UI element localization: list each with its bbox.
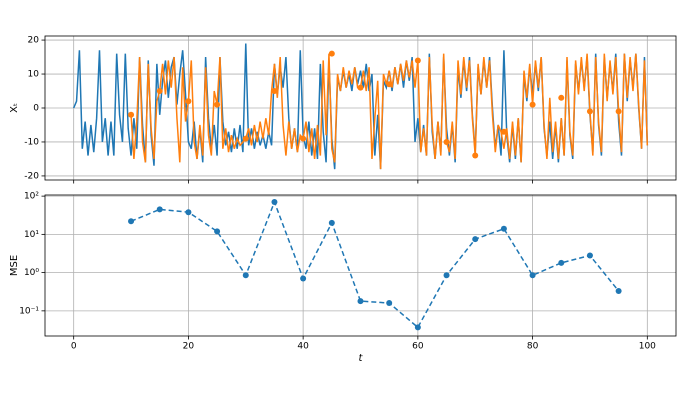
y-tick-label: 10²: [24, 192, 39, 202]
y-tick-label: 10¹: [24, 230, 39, 240]
y-tick-label: 20: [28, 36, 40, 46]
y-axis-label: Xₜ: [9, 103, 20, 113]
y-tick-label: 10⁻¹: [19, 306, 39, 316]
data-point: [156, 88, 163, 95]
data-point: [500, 225, 507, 232]
x-tick-label: 100: [639, 342, 656, 352]
data-point: [414, 324, 421, 331]
data-point: [271, 199, 278, 206]
data-point: [472, 152, 479, 159]
data-point: [357, 298, 364, 305]
data-point: [185, 98, 192, 105]
data-point: [357, 84, 364, 91]
x-axis-label: t: [359, 353, 364, 364]
data-point: [328, 219, 335, 226]
data-point: [242, 135, 249, 142]
data-point: [615, 288, 622, 295]
data-point: [300, 275, 307, 282]
axes-frame: [44, 194, 677, 337]
y-tick-label: 0: [33, 104, 39, 114]
y-tick-label: 10: [28, 70, 40, 80]
x-tick-label: 20: [183, 342, 195, 352]
x-tick-label: 60: [412, 342, 424, 352]
data-point: [443, 138, 450, 145]
axes: -20 -10 0 10 20 Xₜ: [9, 35, 677, 184]
data-point: [586, 252, 593, 259]
data-point: [558, 94, 565, 101]
data-point: [386, 300, 393, 307]
x-tick-label: 80: [527, 342, 539, 352]
data-point: [185, 209, 192, 216]
data-point: [128, 111, 135, 118]
data-point: [443, 272, 450, 279]
data-point: [128, 218, 135, 225]
y-tick-label: 10⁰: [24, 268, 39, 278]
data-point: [214, 228, 221, 235]
series-line: [72, 43, 649, 170]
data-point: [156, 206, 163, 213]
y-tick-label: -20: [24, 171, 39, 181]
axes-frame: [44, 35, 677, 181]
data-point: [214, 101, 221, 108]
data-point: [500, 128, 507, 135]
y-tick-label: -10: [24, 137, 39, 147]
data-point: [586, 108, 593, 115]
data-point: [386, 81, 393, 88]
x-tick-label: 40: [297, 342, 309, 352]
data-point: [300, 135, 307, 142]
data-point: [529, 272, 536, 279]
series-line: [130, 199, 620, 329]
data-point: [472, 236, 479, 243]
data-point: [615, 108, 622, 115]
data-point: [414, 57, 421, 64]
data-point: [558, 259, 565, 266]
data-point: [529, 101, 536, 108]
axes: 0 20 40 60 80 100 10⁻¹ 10⁰ 10¹ 10² MSE t: [9, 192, 677, 364]
data-point: [271, 88, 278, 95]
y-axis-label: MSE: [9, 255, 20, 276]
data-point: [328, 50, 335, 57]
x-tick-label: 0: [71, 342, 77, 352]
data-point: [242, 272, 249, 279]
